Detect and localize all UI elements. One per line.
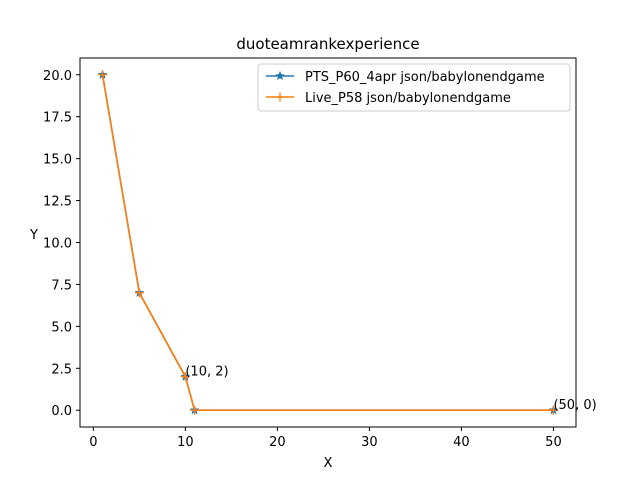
legend-box: [257, 63, 571, 112]
legend: PTS_P60_4apr json/babylonendgame Live_P58…: [257, 63, 571, 112]
legend-item: Live_P58 json/babylonendgame: [266, 91, 511, 106]
data-point-plus: [98, 70, 108, 80]
y-tick-label: 2.5: [51, 362, 72, 377]
data-point-plus: [180, 372, 190, 382]
x-tick-label: 40: [453, 435, 470, 450]
y-tick-label: 5.0: [51, 320, 72, 335]
point-annotation: (50, 0): [553, 398, 596, 413]
data-point-plus: [275, 92, 285, 102]
point-annotation: (10, 2): [185, 365, 228, 380]
y-tick-label: 15.0: [43, 153, 72, 168]
y-axis: 0.0 2.5 5.0 7.5 10.0 12.5 15.0 17.5 20.0: [43, 69, 80, 419]
y-axis-label: Y: [29, 228, 38, 243]
series: [98, 70, 558, 415]
y-tick-label: 20.0: [43, 69, 72, 84]
x-tick-label: 20: [269, 435, 286, 450]
x-tick-label: 0: [89, 435, 97, 450]
legend-item: PTS_P60_4apr json/babylonendgame: [266, 70, 545, 85]
y-tick-label: 0.0: [51, 404, 72, 419]
legend-label: PTS_P60_4apr json/babylonendgame: [305, 70, 545, 85]
series-layer: [97, 69, 559, 415]
x-axis-label: X: [324, 456, 333, 471]
annotations: (10, 2) (50, 0): [185, 365, 596, 414]
y-tick-label: 17.5: [43, 111, 72, 126]
x-tick-label: 10: [177, 435, 194, 450]
chart-title: duoteamrankexperience: [236, 35, 419, 53]
data-point-plus: [190, 405, 200, 415]
y-tick-label: 10.0: [43, 237, 72, 252]
x-tick-label: 30: [361, 435, 378, 450]
y-tick-label: 12.5: [43, 195, 72, 210]
data-point-plus: [548, 405, 558, 415]
x-tick-label: 50: [545, 435, 562, 450]
legend-label: Live_P58 json/babylonendgame: [305, 91, 511, 106]
data-point-plus: [134, 288, 144, 298]
data-point-star: [275, 70, 285, 81]
x-axis: 0 10 20 30 40 50: [89, 427, 562, 450]
y-tick-label: 7.5: [51, 278, 72, 293]
